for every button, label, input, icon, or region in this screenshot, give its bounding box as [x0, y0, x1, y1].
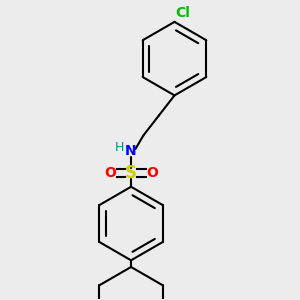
Text: O: O	[104, 167, 116, 180]
Text: N: N	[125, 144, 137, 158]
Text: O: O	[146, 167, 158, 180]
Text: H: H	[115, 141, 124, 154]
Text: Cl: Cl	[176, 6, 190, 20]
Text: S: S	[125, 164, 137, 182]
